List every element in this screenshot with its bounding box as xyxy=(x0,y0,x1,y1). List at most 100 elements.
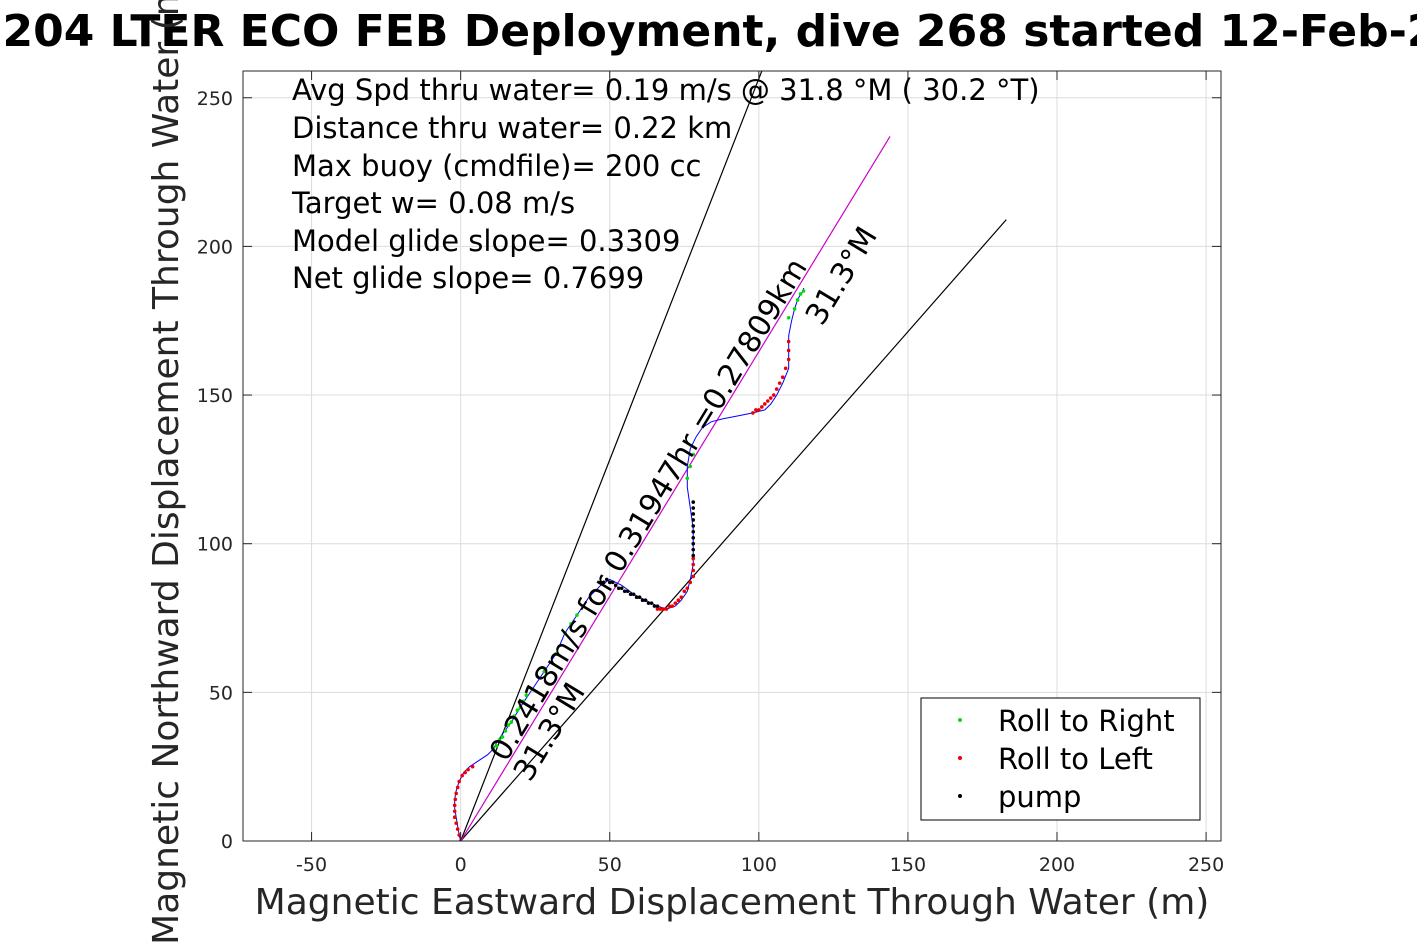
pump-point xyxy=(640,598,645,602)
x-tick-label: -50 xyxy=(296,854,327,876)
pump-point xyxy=(599,580,603,585)
roll-left-point xyxy=(452,803,457,808)
roll-left-point xyxy=(786,348,791,353)
y-tick-label: 200 xyxy=(197,236,233,258)
pump-point xyxy=(601,580,606,585)
roll-right-point xyxy=(509,720,514,724)
pump-point xyxy=(646,601,651,605)
roll-right-point xyxy=(563,631,567,635)
pump-point xyxy=(691,547,696,552)
pump-point xyxy=(691,524,696,528)
pump-point xyxy=(652,604,657,608)
roll-left-point xyxy=(786,357,791,362)
roll-right-point xyxy=(494,744,499,748)
roll-right-point xyxy=(786,315,791,320)
roll-left-point xyxy=(786,339,791,344)
pump-point xyxy=(691,500,696,504)
roll-right-point xyxy=(685,476,690,481)
pump-point xyxy=(616,586,621,591)
dive-info-text: Avg Spd thru water= 0.19 m/s @ 31.8 °M (… xyxy=(291,73,1040,295)
roll-left-point xyxy=(757,408,761,412)
plot-content xyxy=(452,71,1007,841)
roll-right-point xyxy=(497,738,502,742)
roll-right-point xyxy=(491,747,496,751)
roll-left-point xyxy=(780,375,785,380)
pump-point xyxy=(619,586,624,591)
pump-point xyxy=(643,598,648,602)
roll-left-point xyxy=(685,586,690,591)
roll-left-point xyxy=(777,381,782,385)
x-axis-label: Magnetic Eastward Displacement Through W… xyxy=(255,882,1210,923)
roll-left-point xyxy=(751,411,755,415)
roll-left-point xyxy=(754,408,758,412)
roll-right-point xyxy=(542,669,546,674)
roll-left-point xyxy=(452,815,457,820)
cone-right xyxy=(460,219,1007,841)
roll-left-point xyxy=(691,568,696,573)
plot-frame xyxy=(242,70,1222,842)
legend-label-pump: pump xyxy=(998,780,1081,814)
axis-ticks: -50 0 50 100 150 200 250 0 50 100 150 200 250 xyxy=(197,71,1224,876)
roll-left-point xyxy=(470,764,475,769)
pump-point xyxy=(631,592,636,597)
y-tick-label: 50 xyxy=(209,682,233,704)
roll-left-point xyxy=(691,574,696,579)
roll-left-point xyxy=(454,821,458,825)
roll-left-point xyxy=(762,402,767,406)
y-tick-label: 250 xyxy=(197,88,233,110)
roll-left-point xyxy=(658,607,663,611)
pump-point xyxy=(622,589,627,594)
info-distance: Distance thru water= 0.22 km xyxy=(292,111,732,145)
roll-left-point xyxy=(667,604,672,608)
y-tick-label: 150 xyxy=(197,385,233,407)
roll-left-point xyxy=(783,366,788,371)
roll-left-point xyxy=(676,598,681,602)
roll-right-point xyxy=(569,622,573,626)
legend-marker-pump xyxy=(958,794,962,798)
info-avg-speed: Avg Spd thru water= 0.19 m/s @ 31.8 °M (… xyxy=(292,73,1040,107)
x-tick-label: 250 xyxy=(1188,854,1224,876)
roll-left-point xyxy=(655,607,660,611)
track-line xyxy=(454,288,805,841)
pump-point xyxy=(625,589,630,594)
roll-left-point xyxy=(691,556,696,561)
roll-left-point xyxy=(768,396,773,400)
pump-point xyxy=(691,535,696,540)
roll-right-point xyxy=(512,714,517,718)
chart-title: SG204 LTER ECO FEB Deployment, dive 268 … xyxy=(0,6,1417,57)
roll-left-point xyxy=(455,785,460,790)
legend-marker-roll-right xyxy=(958,718,962,722)
roll-right-point xyxy=(500,735,505,739)
roll-left-point xyxy=(774,387,779,391)
legend-marker-roll-left xyxy=(958,756,962,760)
y-tick-label: 0 xyxy=(221,831,233,853)
legend: Roll to Right Roll to Left pump xyxy=(920,697,1201,821)
roll-left-point xyxy=(454,791,458,796)
roll-left-point xyxy=(771,393,776,397)
roll-left-point xyxy=(760,405,764,409)
pump-point xyxy=(613,583,618,588)
roll-left-point xyxy=(453,797,458,802)
track-points xyxy=(452,289,806,841)
roll-left-point xyxy=(691,562,696,567)
reference-lines xyxy=(460,71,1007,841)
pump-point xyxy=(610,580,615,585)
roll-left-point xyxy=(457,833,461,837)
roll-right-point xyxy=(795,298,800,302)
roll-right-point xyxy=(515,708,520,712)
pump-point xyxy=(604,577,609,582)
glider-track xyxy=(454,288,805,841)
roll-left-point xyxy=(463,770,467,775)
x-tick-label: 200 xyxy=(1039,854,1075,876)
pump-point xyxy=(691,512,696,516)
x-tick-label: 50 xyxy=(598,854,622,876)
y-axis-label: Magnetic Northward Displacement Through … xyxy=(146,0,187,945)
y-tick-label: 100 xyxy=(197,534,233,556)
roll-right-point xyxy=(530,687,535,692)
pump-point xyxy=(628,592,633,597)
roll-right-point xyxy=(524,693,529,698)
roll-left-point xyxy=(457,779,461,784)
cone-left xyxy=(460,71,763,841)
roll-right-point xyxy=(503,729,508,733)
